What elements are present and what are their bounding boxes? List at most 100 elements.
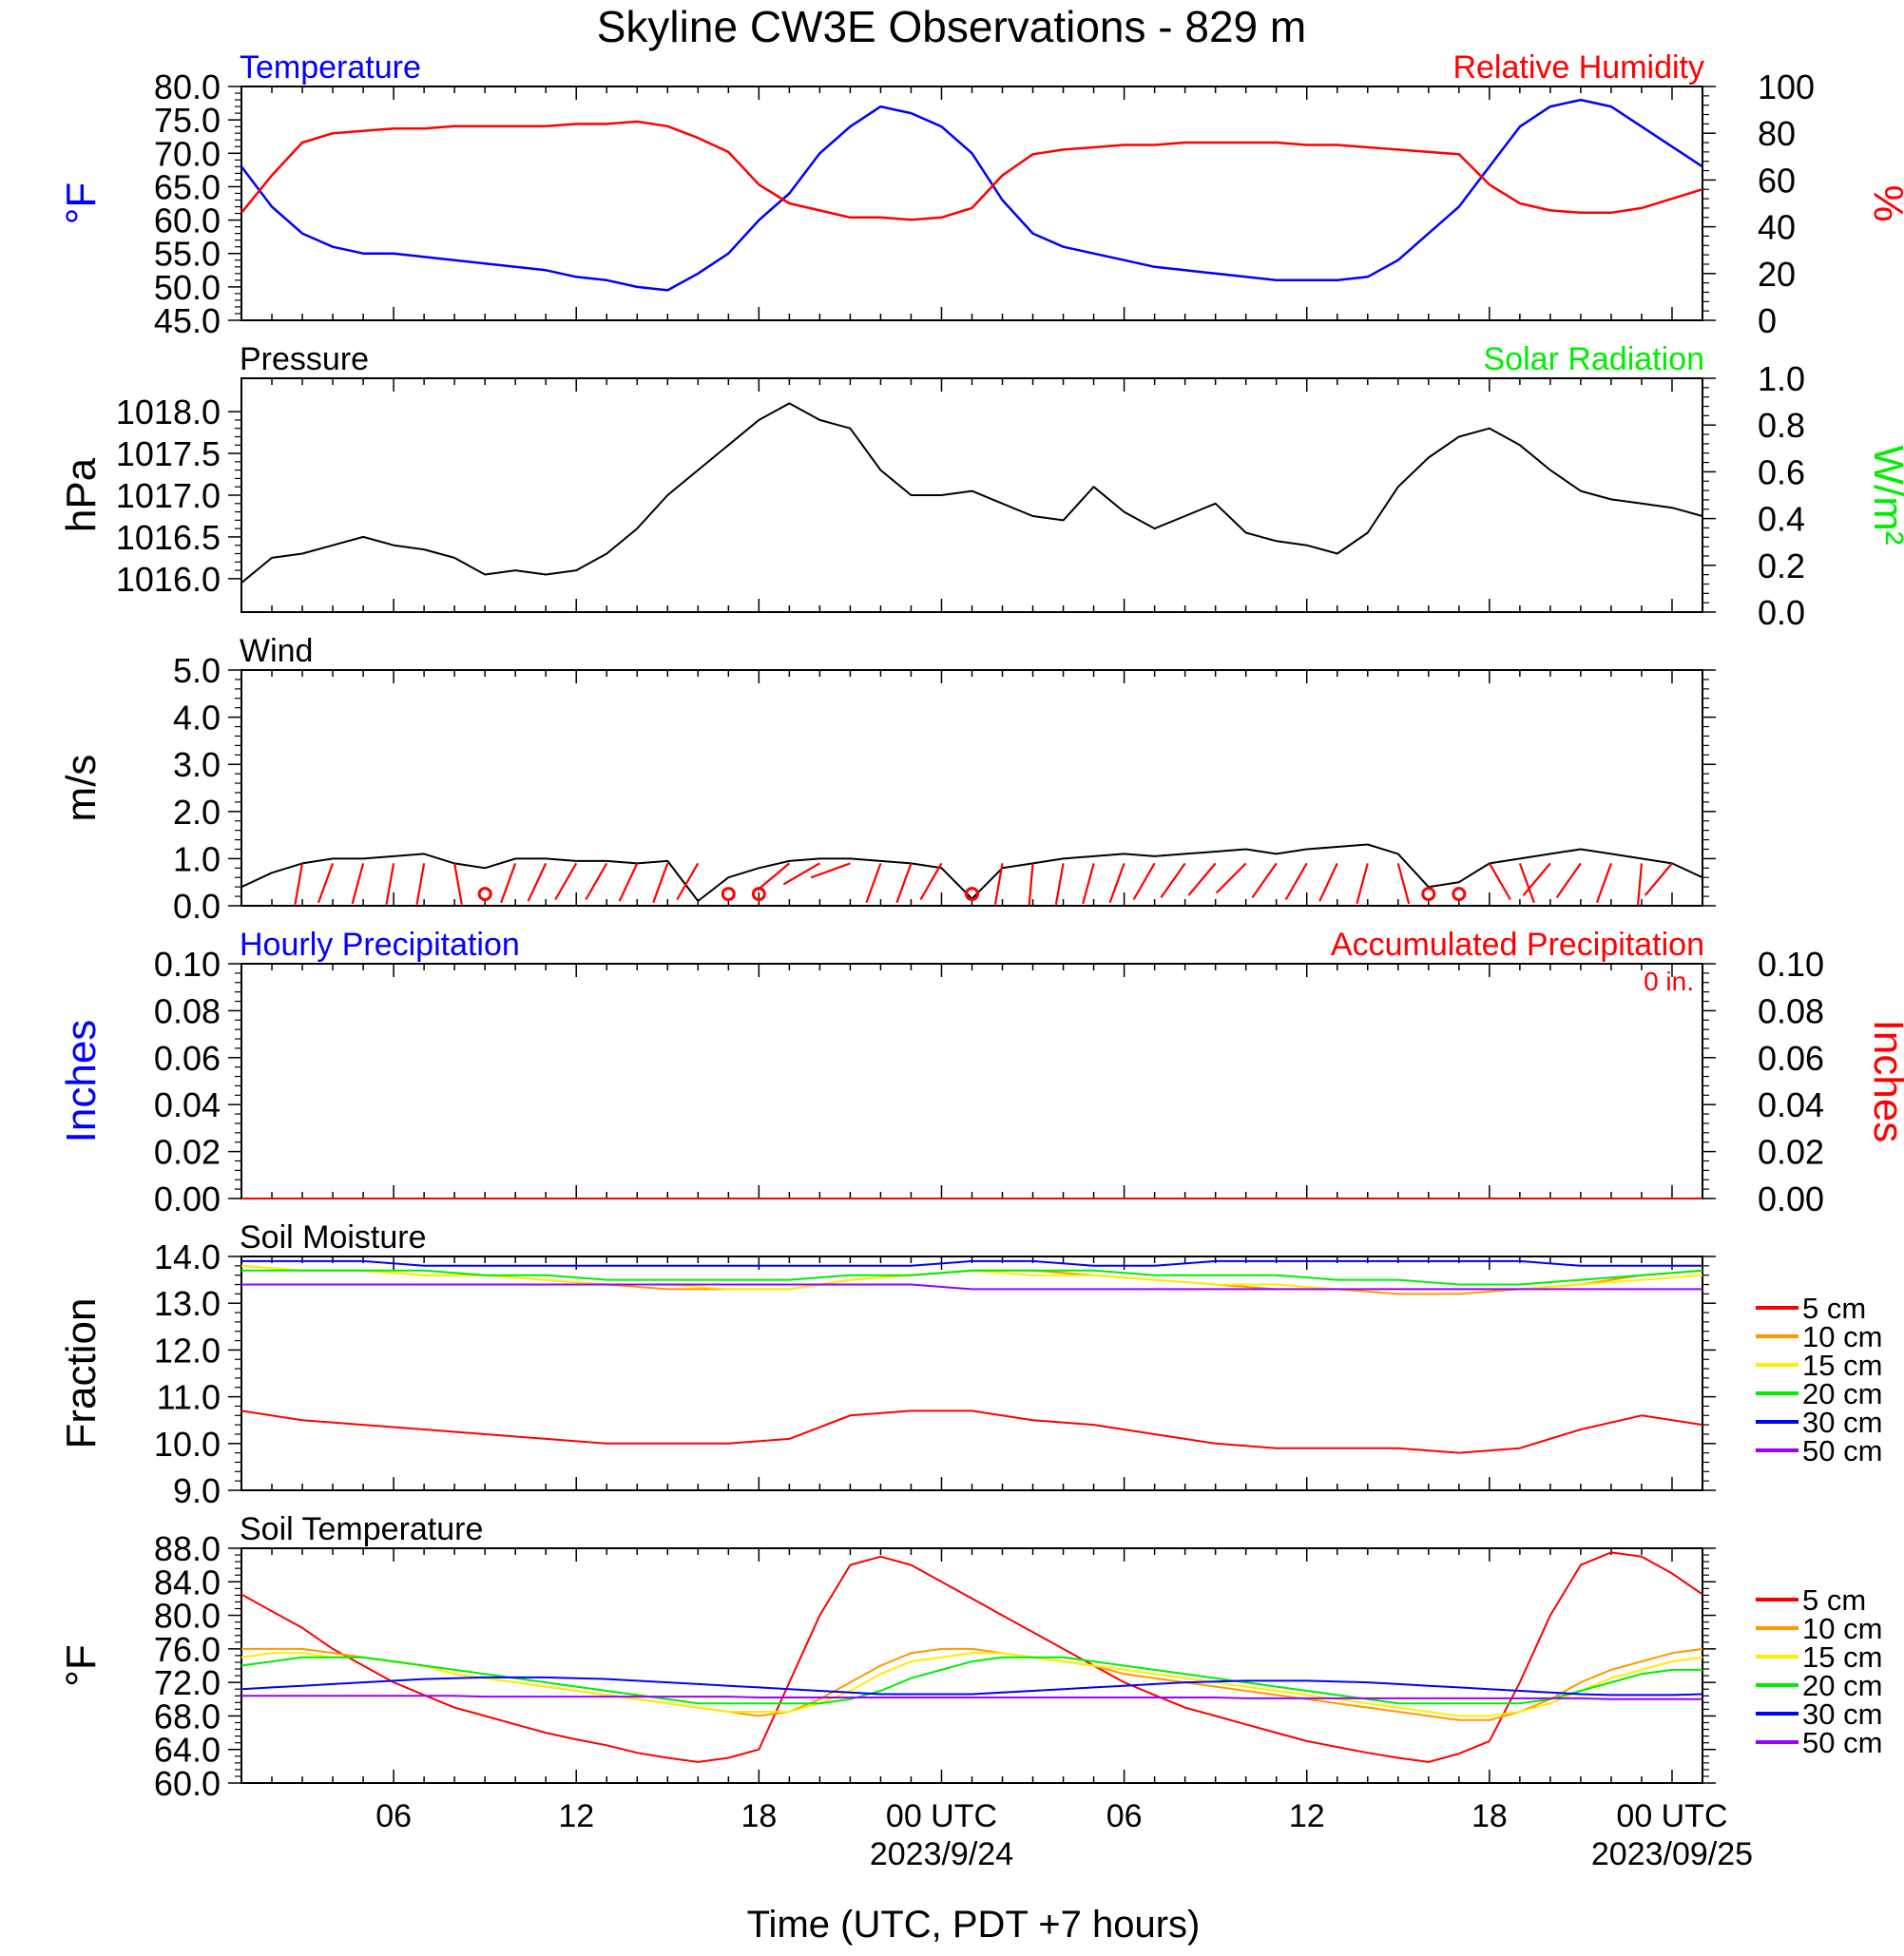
y-tick-label-right: 20	[1758, 255, 1796, 294]
y-axis-label-left: °F	[58, 1644, 105, 1686]
y-axis-label-left: Fraction	[58, 1298, 105, 1449]
legend-label: 15 cm	[1802, 1640, 1882, 1674]
wind-barb	[618, 862, 639, 902]
y-tick-label-right: 0.10	[1758, 945, 1824, 984]
legend-label: 5 cm	[1802, 1583, 1866, 1617]
y-axis-label-right: %	[1865, 184, 1904, 221]
legend-label: 15 cm	[1802, 1349, 1882, 1382]
y-tick-label-left: 1016.0	[116, 560, 221, 599]
panel-title-left: Pressure	[240, 341, 369, 377]
y-tick-label-left: 50.0	[154, 268, 221, 307]
panel-precipitation: 0.00 0.02 0.04 0.06 0.08 0.10 0.00 0.02 0.04 0.06…	[58, 927, 1904, 1218]
wind-barb	[385, 863, 395, 905]
wind-barb	[919, 862, 943, 901]
wind-barb	[1160, 862, 1186, 899]
wind-barb	[895, 862, 913, 904]
series-line-15-cm	[240, 1264, 1703, 1291]
wind-barb	[317, 862, 335, 904]
wind-barb	[993, 863, 1004, 905]
wind-calm-mark	[721, 887, 736, 902]
y-axis-label-left: m/s	[58, 755, 105, 822]
y-tick-label-right: 1.0	[1758, 359, 1805, 398]
y-tick-label-left: 9.0	[173, 1471, 221, 1510]
series-line-20-cm	[240, 1656, 1702, 1705]
panels: 45.050.055.060.065.070.075.080.002040608…	[58, 49, 1904, 1803]
series-line-relative-humidity	[240, 120, 1703, 221]
wind-barb	[1356, 863, 1369, 905]
wind-barb	[1518, 862, 1535, 904]
series-line-pressure	[240, 402, 1703, 584]
wind-barb	[652, 862, 669, 904]
wind-barb	[1318, 862, 1338, 902]
legend-label: 10 cm	[1802, 1612, 1882, 1645]
wind-barb	[1522, 862, 1551, 896]
x-tick-label: 18	[1471, 1798, 1508, 1834]
y-tick-label-left: 75.0	[154, 101, 221, 140]
x-tick-sublabel: 2023/9/24	[870, 1836, 1013, 1872]
y-tick-label-left: 0.10	[154, 945, 221, 984]
wind-barb	[865, 862, 882, 904]
wind-barb	[453, 863, 463, 905]
y-tick-label-left: 0.00	[154, 1179, 221, 1218]
wind-barb	[1396, 863, 1411, 905]
wind-barb	[756, 862, 791, 892]
wind-barb	[1251, 862, 1278, 899]
wind-barb	[1187, 862, 1217, 896]
y-tick-label-left: 45.0	[154, 301, 221, 340]
panel-frame	[240, 377, 1703, 613]
x-tick-label: 12	[558, 1798, 594, 1834]
series-line-50-cm	[241, 1283, 1702, 1291]
y-tick-label-left: 55.0	[154, 235, 221, 274]
panel-wind: 0.0 1.0 2.0 3.0 4.0 5.0 Wind m/s	[58, 633, 1716, 926]
panel-annotation: 0 in.	[1644, 967, 1694, 996]
y-tick-label-left: 80.0	[154, 1597, 221, 1636]
y-axis-label-right: W/m²	[1865, 445, 1904, 545]
y-axis-label-right: Inches	[1865, 1020, 1904, 1143]
y-tick-label-left: 84.0	[154, 1563, 221, 1601]
series-line-20-cm	[241, 1269, 1703, 1286]
y-tick-label-left: 13.0	[154, 1284, 221, 1323]
wind-barb	[1644, 862, 1673, 896]
wind-barb	[782, 862, 820, 886]
panel-frame	[240, 86, 1703, 321]
panel-title-left: Soil Temperature	[240, 1511, 483, 1547]
y-tick-label-right: 0.4	[1758, 500, 1805, 539]
wind-barb	[1595, 862, 1612, 904]
legend-label: 30 cm	[1802, 1406, 1882, 1439]
series-line-5-cm	[240, 1409, 1703, 1454]
y-tick-label-left: 1018.0	[116, 393, 221, 431]
legend-label: 20 cm	[1802, 1669, 1882, 1702]
legend-label: 5 cm	[1802, 1292, 1866, 1325]
wind-barb	[1284, 862, 1308, 901]
panel-temperature-humidity: 45.050.055.060.065.070.075.080.0 0 20 40 60 8…	[58, 49, 1904, 340]
y-tick-label-left: 0.06	[154, 1039, 221, 1078]
legend-label: 50 cm	[1802, 1726, 1882, 1759]
legend-label: 10 cm	[1802, 1320, 1882, 1353]
y-tick-label-right: 0.00	[1758, 1179, 1824, 1218]
x-tick-label: 00 UTC	[886, 1798, 997, 1834]
legend-label: 30 cm	[1802, 1697, 1882, 1731]
y-tick-label-left: 0.02	[154, 1133, 221, 1172]
series-line-temperature	[240, 98, 1703, 292]
wind-barb	[351, 863, 365, 905]
y-tick-label-right: 60	[1758, 161, 1796, 200]
y-tick-label-left: 0.04	[154, 1085, 221, 1124]
wind-barb	[810, 862, 851, 879]
wind-barb	[1637, 863, 1644, 906]
wind-calm-mark	[477, 887, 492, 902]
y-tick-label-right: 0.02	[1758, 1133, 1824, 1172]
wind-barb	[1054, 863, 1065, 905]
panel-title-right: Accumulated Precipitation	[1331, 927, 1704, 963]
wind-barb	[1082, 863, 1095, 905]
y-tick-label-left: 1.0	[173, 839, 221, 878]
wind-barb	[1108, 862, 1125, 904]
x-tick-label: 12	[1289, 1798, 1325, 1834]
wind-barb	[1028, 863, 1034, 906]
y-tick-label-right: 100	[1758, 67, 1815, 106]
wind-calm-mark	[1421, 887, 1436, 902]
y-tick-label-left: 14.0	[154, 1237, 221, 1276]
legend-label: 20 cm	[1802, 1377, 1882, 1410]
y-tick-label-left: 60.0	[154, 1764, 221, 1803]
